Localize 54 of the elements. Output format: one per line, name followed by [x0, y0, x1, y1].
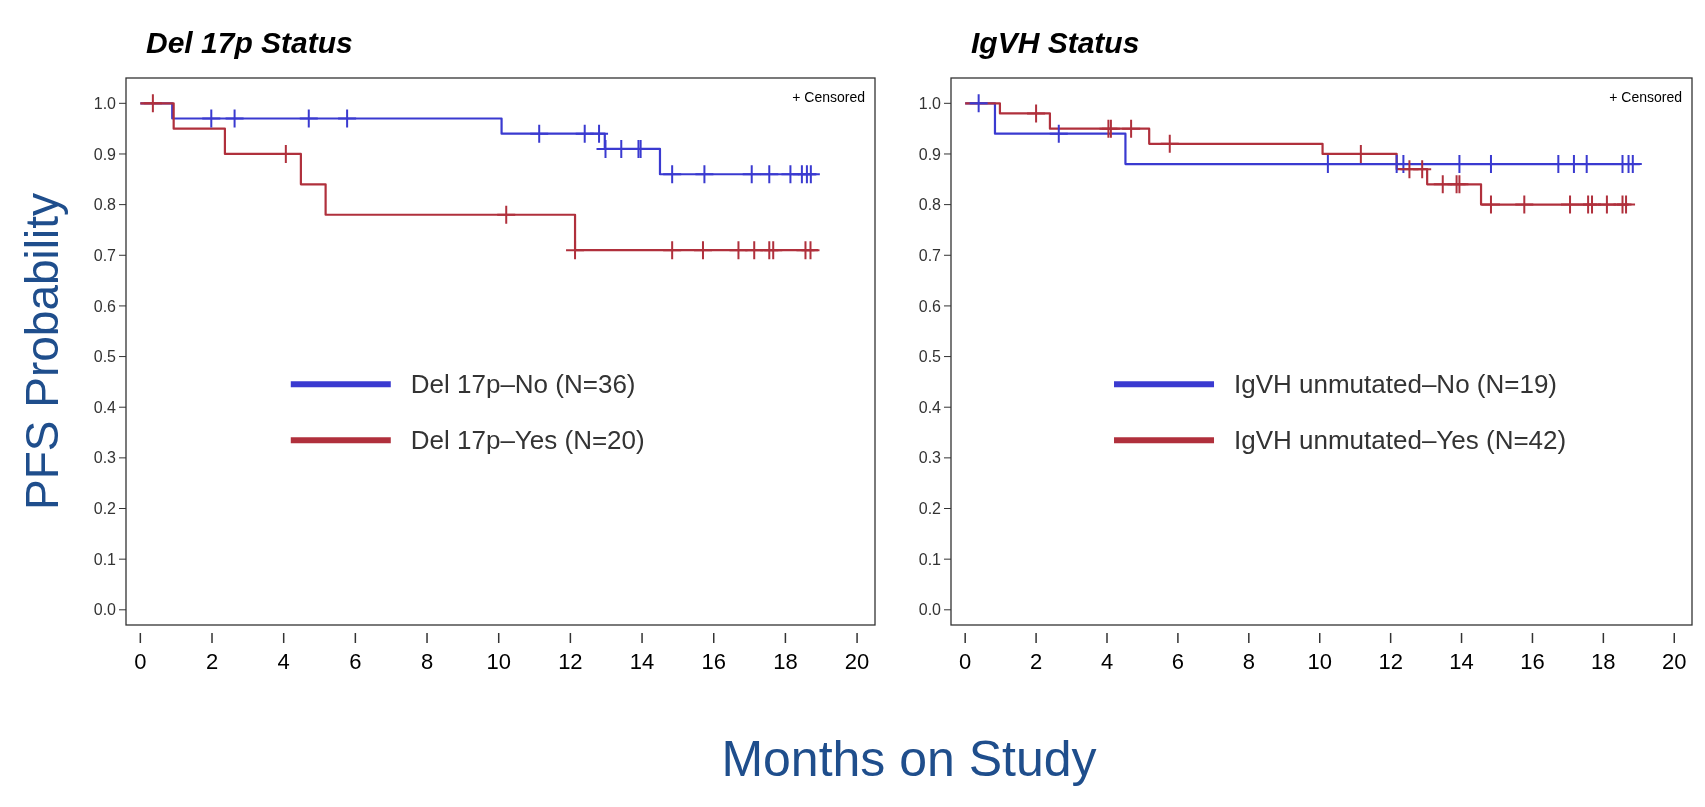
annotation: + Censored: [792, 89, 865, 105]
legend-label: IgVH unmutated–Yes (N=42): [1234, 425, 1567, 456]
y-tick-label: 0.5: [93, 348, 117, 366]
y-tick-label: 0.8: [93, 196, 117, 214]
legend-label: IgVH unmutated–No (N=19): [1234, 369, 1558, 400]
y-tick-label: 0.4: [93, 398, 117, 416]
chart-title: IgVH Status: [971, 26, 1140, 59]
y-tick-label: 1.0: [93, 94, 117, 112]
y-tick-label: 0.6: [918, 297, 942, 315]
x-tick-label: 0: [959, 649, 972, 674]
y-tick-label: 0.6: [93, 297, 117, 315]
y-tick-label: 0.9: [93, 145, 117, 163]
y-tick-label: 0.4: [918, 398, 942, 416]
y-tick-label: 0.2: [93, 500, 117, 518]
x-tick-label: 20: [1662, 649, 1687, 674]
x-tick-label: 14: [1449, 649, 1474, 674]
x-tick-label: 2: [1029, 649, 1043, 674]
y-tick-label: 0.3: [93, 449, 117, 467]
x-tick-label: 12: [1378, 649, 1403, 674]
y-tick-label: 0.3: [918, 449, 942, 467]
x-tick-label: 14: [629, 649, 655, 674]
x-tick-label: 18: [1591, 649, 1616, 674]
y-tick-label: 0.7: [93, 246, 117, 264]
y-tick-label: 0.9: [918, 145, 942, 163]
x-tick-label: 0: [134, 649, 147, 674]
x-tick-label: 10: [1307, 649, 1332, 674]
x-tick-label: 18: [773, 649, 798, 674]
y-tick-label: 1.0: [918, 94, 942, 112]
x-tick-label: 2: [205, 649, 219, 674]
x-tick-label: 16: [1520, 649, 1545, 674]
x-axis-title: Months on Study: [721, 731, 1097, 787]
x-tick-label: 16: [701, 649, 726, 674]
x-tick-label: 4: [277, 649, 290, 674]
x-tick-label: 10: [486, 649, 511, 674]
y-tick-label: 0.8: [918, 196, 942, 214]
y-tick-label: 0.5: [918, 348, 942, 366]
chart-title: Del 17p Status: [146, 26, 353, 59]
y-tick-label: 0.0: [918, 601, 942, 619]
annotation: + Censored: [1609, 89, 1682, 105]
x-tick-label: 12: [558, 649, 583, 674]
x-tick-label: 6: [1171, 649, 1185, 674]
x-tick-label: 8: [420, 649, 434, 674]
y-tick-label: 0.0: [93, 601, 117, 619]
legend-label: Del 17p–No (N=36): [410, 369, 636, 400]
y-tick-label: 0.1: [918, 550, 942, 568]
y-axis-title: PFS Probability: [16, 192, 68, 511]
x-tick-label: 6: [349, 649, 362, 674]
x-tick-label: 20: [844, 649, 870, 674]
y-tick-label: 0.1: [93, 550, 117, 568]
y-tick-label: 0.2: [918, 500, 942, 518]
x-tick-label: 4: [1100, 649, 1114, 674]
x-tick-label: 8: [1242, 649, 1255, 674]
legend-label: Del 17p–Yes (N=20): [410, 425, 645, 456]
y-tick-label: 0.7: [918, 246, 942, 264]
